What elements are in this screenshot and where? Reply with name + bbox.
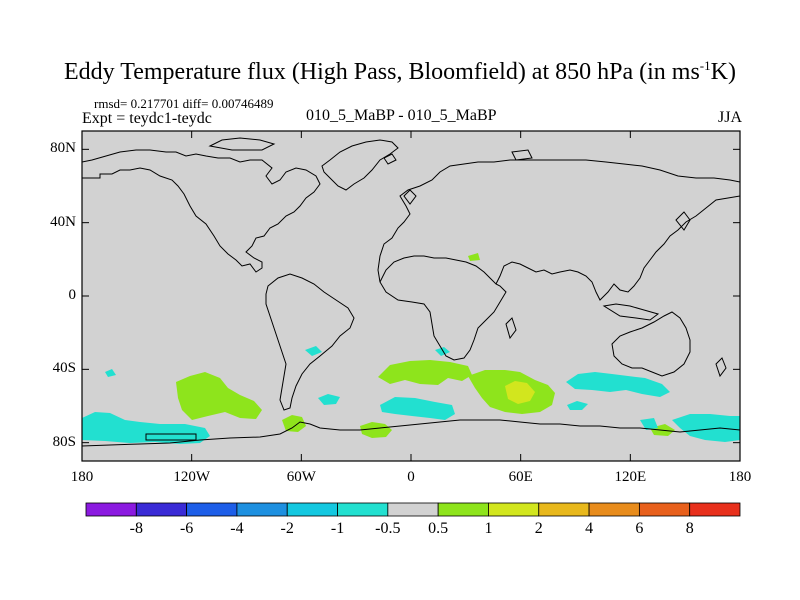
colorbar-label: -1 xyxy=(330,520,345,537)
colorbar-label: -2 xyxy=(280,520,294,537)
colorbar-label: 8 xyxy=(685,520,694,537)
coast-asia-south xyxy=(495,195,740,301)
coast-new-zealand xyxy=(715,357,727,378)
coast-madagascar xyxy=(505,317,517,340)
colorbar-swatch xyxy=(337,502,389,517)
coast-ross-ice xyxy=(145,433,197,441)
coast-indonesia xyxy=(602,303,660,321)
x-tick-label: 120W xyxy=(173,469,210,485)
stats-label: rmsd= 0.217701 diff= 0.00746489 xyxy=(94,96,274,111)
colorbar-label: -8 xyxy=(129,520,143,537)
coast-iceland xyxy=(383,153,397,165)
map-area xyxy=(82,131,740,461)
x-tick-label: 180 xyxy=(70,469,94,485)
anomaly-peninsula xyxy=(282,415,306,432)
anomaly-weddell-neg xyxy=(380,397,455,420)
x-tick-label: 60W xyxy=(286,469,316,485)
chart-title: Eddy Temperature flux (High Pass, Bloomf… xyxy=(64,58,736,85)
colorbar-swatch xyxy=(488,502,540,517)
y-tick-label: 80N xyxy=(50,140,76,157)
colorbar-swatch xyxy=(689,502,741,517)
colorbar-swatch xyxy=(538,502,590,517)
y-tick-label: 0 xyxy=(68,287,77,303)
x-tick-marks xyxy=(81,131,741,461)
coast-antarctica xyxy=(82,419,740,447)
coast-africa xyxy=(379,255,507,361)
anomaly-drake xyxy=(305,346,322,356)
x-tick-label: 120E xyxy=(614,469,647,485)
colorbar-swatch xyxy=(387,502,439,517)
anomaly-far-east xyxy=(640,418,658,430)
coastlines xyxy=(82,137,740,447)
experiment-names: 010_5_MaBP - 010_5_MaBP xyxy=(306,107,497,124)
colorbar-swatch xyxy=(135,502,188,517)
anomaly-weddell xyxy=(360,422,392,438)
anomaly-australia-south xyxy=(566,372,670,397)
colorbar-swatch xyxy=(638,502,691,517)
colorbar-label: -6 xyxy=(179,520,194,537)
coast-svalbard xyxy=(511,149,533,161)
anomaly-south-indian-core xyxy=(505,381,535,404)
y-tick-label: 80S xyxy=(52,433,76,450)
anomaly-indian-small xyxy=(567,401,588,410)
coast-australia xyxy=(611,311,691,377)
coast-south-america xyxy=(265,273,355,411)
colorbar-label: -0.5 xyxy=(375,520,401,537)
colorbar-label: 4 xyxy=(585,520,594,537)
coast-north-america xyxy=(82,149,321,273)
colorbar-label: 2 xyxy=(534,520,543,537)
anomaly-pacific-coast-east xyxy=(672,414,740,442)
anomaly-pacific-coast-west xyxy=(82,412,210,444)
coast-arctic-islands xyxy=(208,137,276,151)
colorbar-swatch xyxy=(236,502,288,517)
colorbar-label: -4 xyxy=(230,520,244,537)
anomaly-cape xyxy=(435,347,450,356)
y-tick-label: 40N xyxy=(50,213,76,230)
season-label: JJA xyxy=(717,109,742,126)
colorbar xyxy=(85,502,741,517)
anomaly-antarctic-ross xyxy=(318,394,340,405)
x-tick-label: 60E xyxy=(508,469,533,485)
y-tick-marks xyxy=(82,148,740,444)
anomaly-south-atlantic xyxy=(378,360,472,385)
colorbar-swatch xyxy=(437,502,489,517)
anomaly-fields xyxy=(82,253,740,444)
colorbar-swatch xyxy=(186,502,238,517)
colorbar-swatch xyxy=(85,502,137,517)
colorbar-label: 1 xyxy=(484,520,493,537)
anomaly-north-africa xyxy=(468,253,480,261)
coast-eurasia xyxy=(377,159,740,283)
coast-uk xyxy=(403,189,417,205)
experiment-label: Expt = teydc1-teydc xyxy=(82,110,212,127)
x-tick-label: 0 xyxy=(407,469,415,485)
anomaly-pacific-small xyxy=(105,369,116,377)
coast-japan xyxy=(675,211,691,231)
anomaly-south-pacific xyxy=(176,372,262,420)
colorbar-swatch xyxy=(588,502,640,517)
colorbar-label: 0.5 xyxy=(428,520,449,537)
y-tick-label: 40S xyxy=(52,360,76,377)
x-tick-label: 180 xyxy=(728,469,752,485)
colorbar-label: 6 xyxy=(635,520,644,537)
colorbar-swatch xyxy=(286,502,338,517)
